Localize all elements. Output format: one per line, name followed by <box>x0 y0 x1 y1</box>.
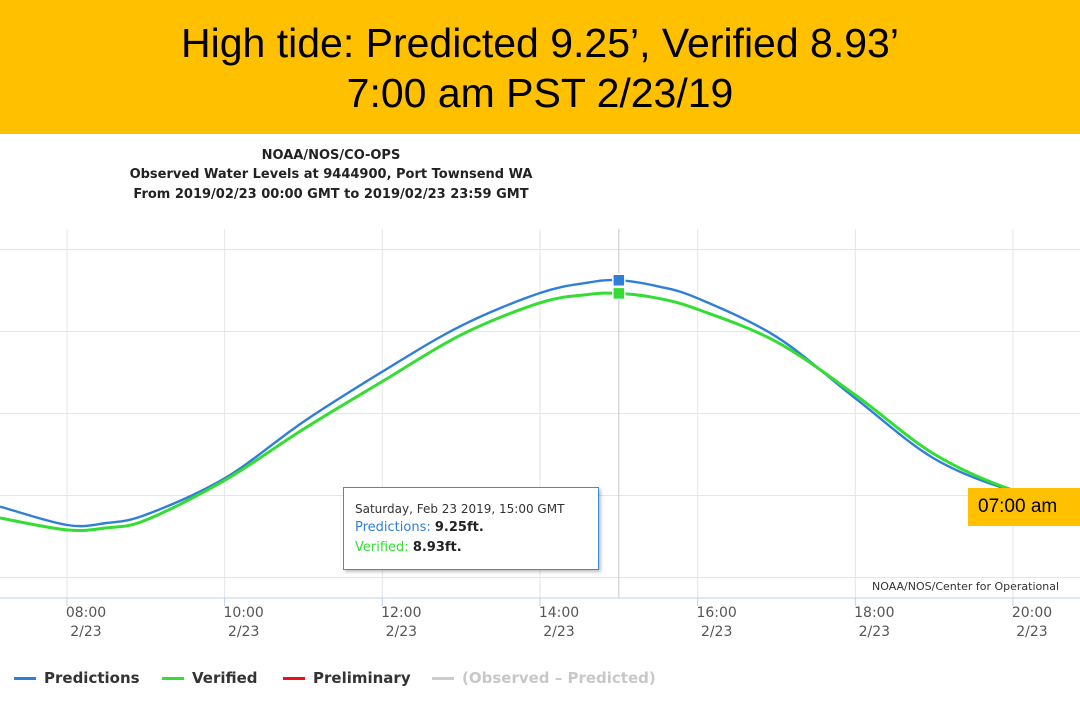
chart-title: NOAA/NOS/CO-OPS <box>261 148 401 163</box>
x-tick-label-time: 18:00 <box>854 605 894 621</box>
tooltip-ver-label: Verified: <box>355 540 409 555</box>
x-tick-label-time: 14:00 <box>539 605 579 621</box>
tooltip-pred-value: 9.25ft. <box>434 520 484 535</box>
x-tick-label-time: 16:00 <box>696 605 736 621</box>
legend-item-verified[interactable]: Verified <box>162 664 258 692</box>
predictions-peak-marker <box>612 273 626 287</box>
x-tick-label-time: 10:00 <box>223 605 263 621</box>
chart-subtitle-station: Observed Water Levels at 9444900, Port T… <box>129 167 533 182</box>
tooltip-ver-value: 8.93ft. <box>412 540 462 555</box>
legend-swatch-verified <box>162 676 184 680</box>
chart-legend: Predictions Verified Preliminary (Observ… <box>0 664 1080 692</box>
verified-series-line <box>0 291 1080 533</box>
x-tick-label-time: 08:00 <box>66 605 106 621</box>
x-tick-label-time: 12:00 <box>381 605 421 621</box>
x-tick-label-date: 2/23 <box>1016 624 1047 640</box>
legend-label-preliminary: Preliminary <box>313 669 411 687</box>
legend-label-difference: (Observed – Predicted) <box>462 669 656 687</box>
banner-time: 7:00 am PST 2/23/19 <box>346 70 734 116</box>
banner-headline: High tide: Predicted 9.25’, Verified 8.9… <box>181 20 899 66</box>
tooltip-pred-label: Predictions: <box>355 520 431 535</box>
x-tick-label-date: 2/23 <box>701 624 732 640</box>
chart-subtitle-range: From 2019/02/23 00:00 GMT to 2019/02/23 … <box>133 187 529 202</box>
legend-label-verified: Verified <box>192 669 258 687</box>
x-tick-label-date: 2/23 <box>70 624 101 640</box>
x-tick-label-date: 2/23 <box>859 624 890 640</box>
x-tick-label-date: 2/23 <box>543 624 574 640</box>
legend-swatch-difference <box>432 676 454 680</box>
legend-item-predictions[interactable]: Predictions <box>14 664 140 692</box>
x-tick-label-date: 2/23 <box>386 624 417 640</box>
predictions-series-line <box>0 278 1080 528</box>
legend-item-preliminary[interactable]: Preliminary <box>283 664 411 692</box>
x-tick-label-time: 20:00 <box>1012 605 1052 621</box>
legend-item-difference[interactable]: (Observed – Predicted) <box>432 664 656 692</box>
data-tooltip: Saturday, Feb 23 2019, 15:00 GMT Predict… <box>343 487 599 570</box>
legend-swatch-preliminary <box>283 676 305 680</box>
verified-peak-marker <box>612 286 626 301</box>
tooltip-header: Saturday, Feb 23 2019, 15:00 GMT <box>355 502 565 516</box>
x-tick-label-date: 2/23 <box>228 624 259 640</box>
legend-label-predictions: Predictions <box>44 669 140 687</box>
time-tag: 07:00 am <box>968 488 1080 526</box>
legend-swatch-predictions <box>14 676 36 680</box>
chart-credit: NOAA/NOS/Center for Operational <box>872 580 1060 593</box>
title-banner: High tide: Predicted 9.25’, Verified 8.9… <box>0 0 1080 134</box>
